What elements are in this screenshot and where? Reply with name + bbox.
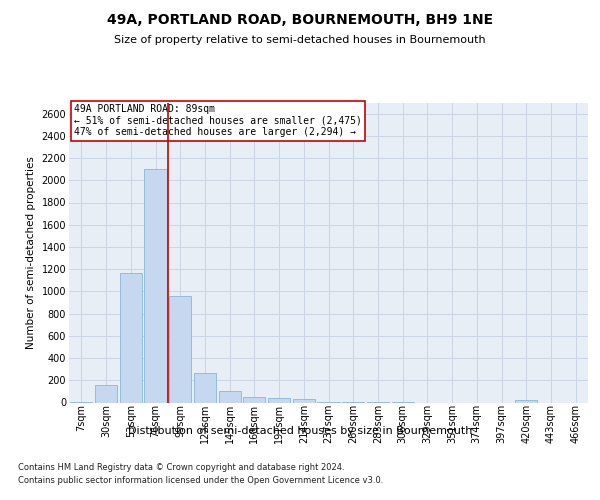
Bar [95, 384, 117, 402]
Bar [268, 398, 290, 402]
Text: 49A, PORTLAND ROAD, BOURNEMOUTH, BH9 1NE: 49A, PORTLAND ROAD, BOURNEMOUTH, BH9 1NE [107, 12, 493, 26]
Text: Size of property relative to semi-detached houses in Bournemouth: Size of property relative to semi-detach… [114, 35, 486, 45]
Bar [293, 399, 315, 402]
Bar [218, 391, 241, 402]
Y-axis label: Number of semi-detached properties: Number of semi-detached properties [26, 156, 36, 349]
Bar [145, 169, 167, 402]
Text: 49A PORTLAND ROAD: 89sqm
← 51% of semi-detached houses are smaller (2,475)
47% o: 49A PORTLAND ROAD: 89sqm ← 51% of semi-d… [74, 104, 362, 137]
Text: Contains public sector information licensed under the Open Government Licence v3: Contains public sector information licen… [18, 476, 383, 485]
Text: Distribution of semi-detached houses by size in Bournemouth: Distribution of semi-detached houses by … [128, 426, 472, 436]
Bar [169, 296, 191, 403]
Bar [515, 400, 538, 402]
Bar [243, 397, 265, 402]
Bar [119, 272, 142, 402]
Text: Contains HM Land Registry data © Crown copyright and database right 2024.: Contains HM Land Registry data © Crown c… [18, 462, 344, 471]
Bar [194, 372, 216, 402]
